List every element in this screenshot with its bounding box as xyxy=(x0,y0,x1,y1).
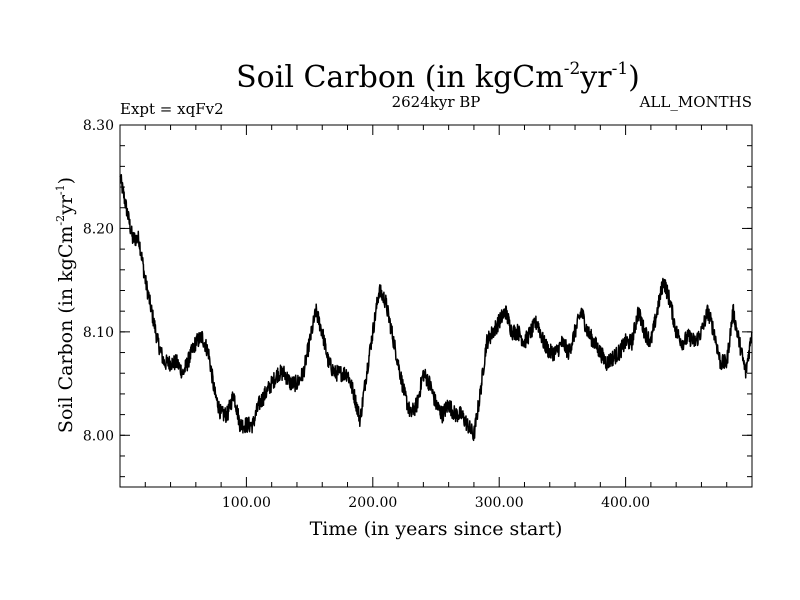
chart-title: Soil Carbon (in kgCm-2yr-1) xyxy=(236,59,640,95)
x-tick-label: 100.00 xyxy=(222,495,271,511)
subtitle-center: 2624kyr BP xyxy=(392,93,481,111)
soil-carbon-series-line xyxy=(119,173,753,442)
y-axis-label: Soil Carbon (in kgCm-2yr-1) xyxy=(54,177,77,433)
y-tick-label: 8.30 xyxy=(83,118,114,134)
y-axis-minor-ticks xyxy=(120,124,752,478)
y-axis-ticks: 8.00 8.10 8.20 8.30 xyxy=(83,118,752,444)
x-tick-label: 400.00 xyxy=(601,495,650,511)
subtitle-right: ALL_MONTHS xyxy=(639,93,752,111)
y-tick-label: 8.20 xyxy=(83,221,114,237)
y-tick-label: 8.10 xyxy=(83,325,114,341)
x-axis-minor-ticks xyxy=(144,125,728,487)
x-axis-label: Time (in years since start) xyxy=(310,518,563,540)
x-tick-label: 300.00 xyxy=(475,495,524,511)
y-tick-label: 8.00 xyxy=(83,428,114,444)
subtitle-left: Expt = xqFv2 xyxy=(120,100,224,118)
x-tick-label: 200.00 xyxy=(348,495,397,511)
plot-frame xyxy=(119,124,753,488)
x-axis-ticks: 100.00 200.00 300.00 400.00 xyxy=(222,125,650,511)
